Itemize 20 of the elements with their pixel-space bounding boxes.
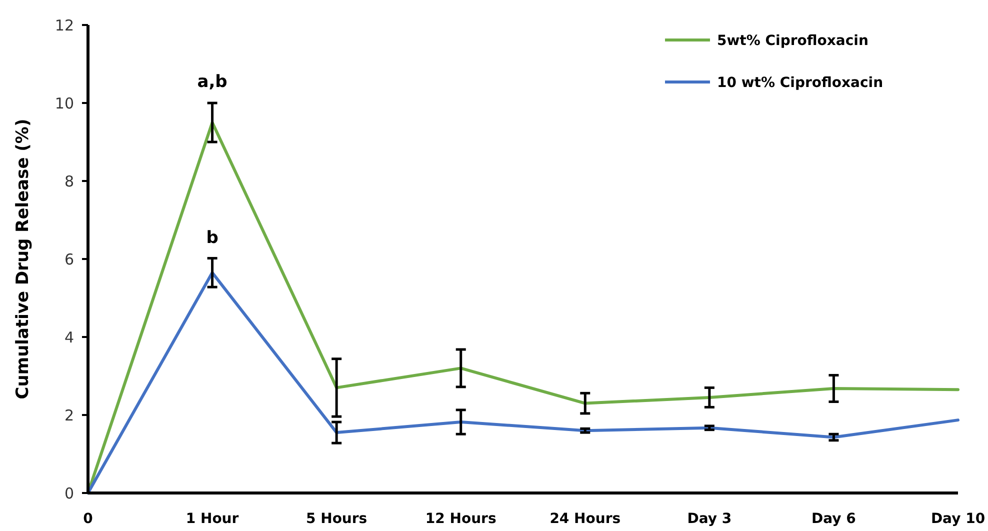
x-tick-label: Day 6 bbox=[812, 511, 856, 527]
y-tick-label: 4 bbox=[64, 328, 74, 346]
y-tick-label: 12 bbox=[54, 16, 74, 34]
x-tick-label: Day 10 bbox=[930, 511, 986, 527]
legend-label: 5wt% Ciprofloxacin bbox=[717, 32, 868, 49]
x-tick-label: 1 Hour bbox=[186, 511, 239, 527]
x-tick-label: 0 bbox=[83, 511, 94, 527]
legend-label: 10 wt% Ciprofloxacin bbox=[717, 74, 884, 91]
x-tick-label: 5 Hours bbox=[306, 511, 368, 527]
annotation: a,b bbox=[197, 72, 228, 92]
x-tick-label: Day 3 bbox=[687, 511, 732, 527]
y-tick-label: 8 bbox=[64, 172, 74, 190]
x-tick-label: 12 Hours bbox=[425, 511, 496, 527]
y-tick-label: 0 bbox=[64, 484, 74, 502]
y-axis-title: Cumulative Drug Release (%) bbox=[13, 118, 33, 400]
y-tick-label: 10 bbox=[54, 94, 74, 112]
y-tick-label: 2 bbox=[64, 406, 74, 424]
annotation: b bbox=[206, 228, 218, 248]
y-tick-label: 6 bbox=[64, 250, 74, 268]
x-tick-label: 24 Hours bbox=[550, 511, 621, 527]
